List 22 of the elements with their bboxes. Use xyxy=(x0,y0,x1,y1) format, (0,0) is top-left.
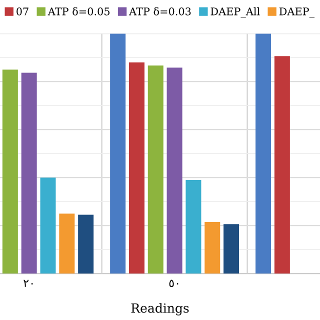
legend-label: 07 xyxy=(16,7,28,16)
bar xyxy=(2,70,18,274)
bar xyxy=(78,214,94,274)
bar xyxy=(204,222,220,274)
x-axis-title: Readings xyxy=(131,303,189,316)
bar xyxy=(148,66,164,274)
bar xyxy=(274,56,290,274)
bar xyxy=(166,68,182,274)
bar xyxy=(256,34,272,274)
x-tick-label: ٢٠ xyxy=(24,280,33,287)
legend-label: ATP δ=0.05 xyxy=(48,7,110,16)
bar xyxy=(40,178,56,274)
legend-label: DAEP_ xyxy=(279,8,315,18)
x-tick-label: ٥٠ xyxy=(169,280,178,288)
legend-label: DAEP_All xyxy=(210,7,260,18)
bar xyxy=(186,180,202,274)
bar xyxy=(128,62,144,274)
bar xyxy=(59,214,75,274)
bar xyxy=(224,224,240,274)
bar xyxy=(110,34,126,274)
bar xyxy=(21,72,37,274)
legend-label: ATP δ=0.03 xyxy=(128,7,191,16)
